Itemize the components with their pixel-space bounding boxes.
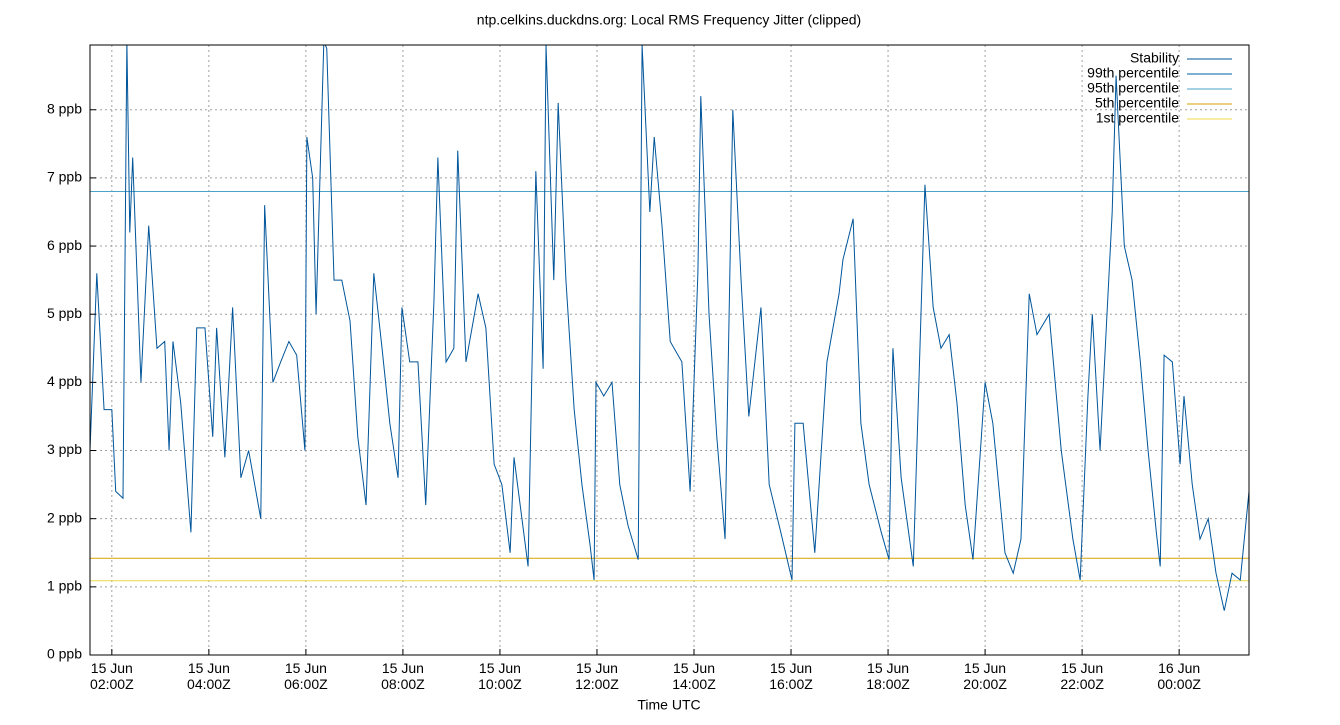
- legend-label: 99th percentile: [1087, 65, 1179, 81]
- y-tick-label: 8 ppb: [47, 100, 82, 116]
- legend-label: 95th percentile: [1087, 80, 1179, 96]
- x-tick-label: 15 Jun 20:00Z: [963, 660, 1007, 692]
- x-tick-label: 15 Jun 04:00Z: [187, 660, 231, 692]
- x-tick-label: 15 Jun 22:00Z: [1060, 660, 1104, 692]
- x-tick-label: 16 Jun 00:00Z: [1157, 660, 1201, 692]
- x-tick-label: 15 Jun 02:00Z: [90, 660, 134, 692]
- y-tick-label: 0 ppb: [47, 646, 82, 662]
- x-tick-label: 15 Jun 08:00Z: [381, 660, 425, 692]
- y-tick-label: 4 ppb: [47, 373, 82, 389]
- y-tick-label: 3 ppb: [47, 441, 82, 457]
- x-tick-label: 15 Jun 10:00Z: [478, 660, 522, 692]
- y-tick-label: 7 ppb: [47, 169, 82, 185]
- plot-area: [90, 45, 1249, 611]
- chart-title: ntp.celkins.duckdns.org: Local RMS Frequ…: [477, 12, 861, 28]
- y-tick-label: 2 ppb: [47, 509, 82, 525]
- legend-label: Stability: [1130, 50, 1179, 66]
- series-line: [90, 45, 1249, 611]
- plot-frame: [89, 44, 1250, 656]
- y-tick-label: 5 ppb: [47, 305, 82, 321]
- grid: [90, 45, 1249, 656]
- axes: 0 ppb 1 ppb 2 ppb 3 ppb 4 ppb 5 ppb 6 ppb 7 ppb…: [47, 100, 1201, 691]
- x-tick-label: 15 Jun 06:00Z: [284, 660, 328, 692]
- x-tick-label: 15 Jun 12:00Z: [575, 660, 619, 692]
- x-tick-label: 15 Jun 16:00Z: [769, 660, 813, 692]
- x-tick-label: 15 Jun 18:00Z: [866, 660, 910, 692]
- legend-label: 1st percentile: [1096, 110, 1179, 126]
- legend-label: 5th percentile: [1095, 95, 1179, 111]
- y-tick-label: 1 ppb: [47, 578, 82, 594]
- x-tick-label: 15 Jun 14:00Z: [672, 660, 716, 692]
- x-axis-label: Time UTC: [637, 697, 700, 713]
- y-tick-label: 6 ppb: [47, 237, 82, 253]
